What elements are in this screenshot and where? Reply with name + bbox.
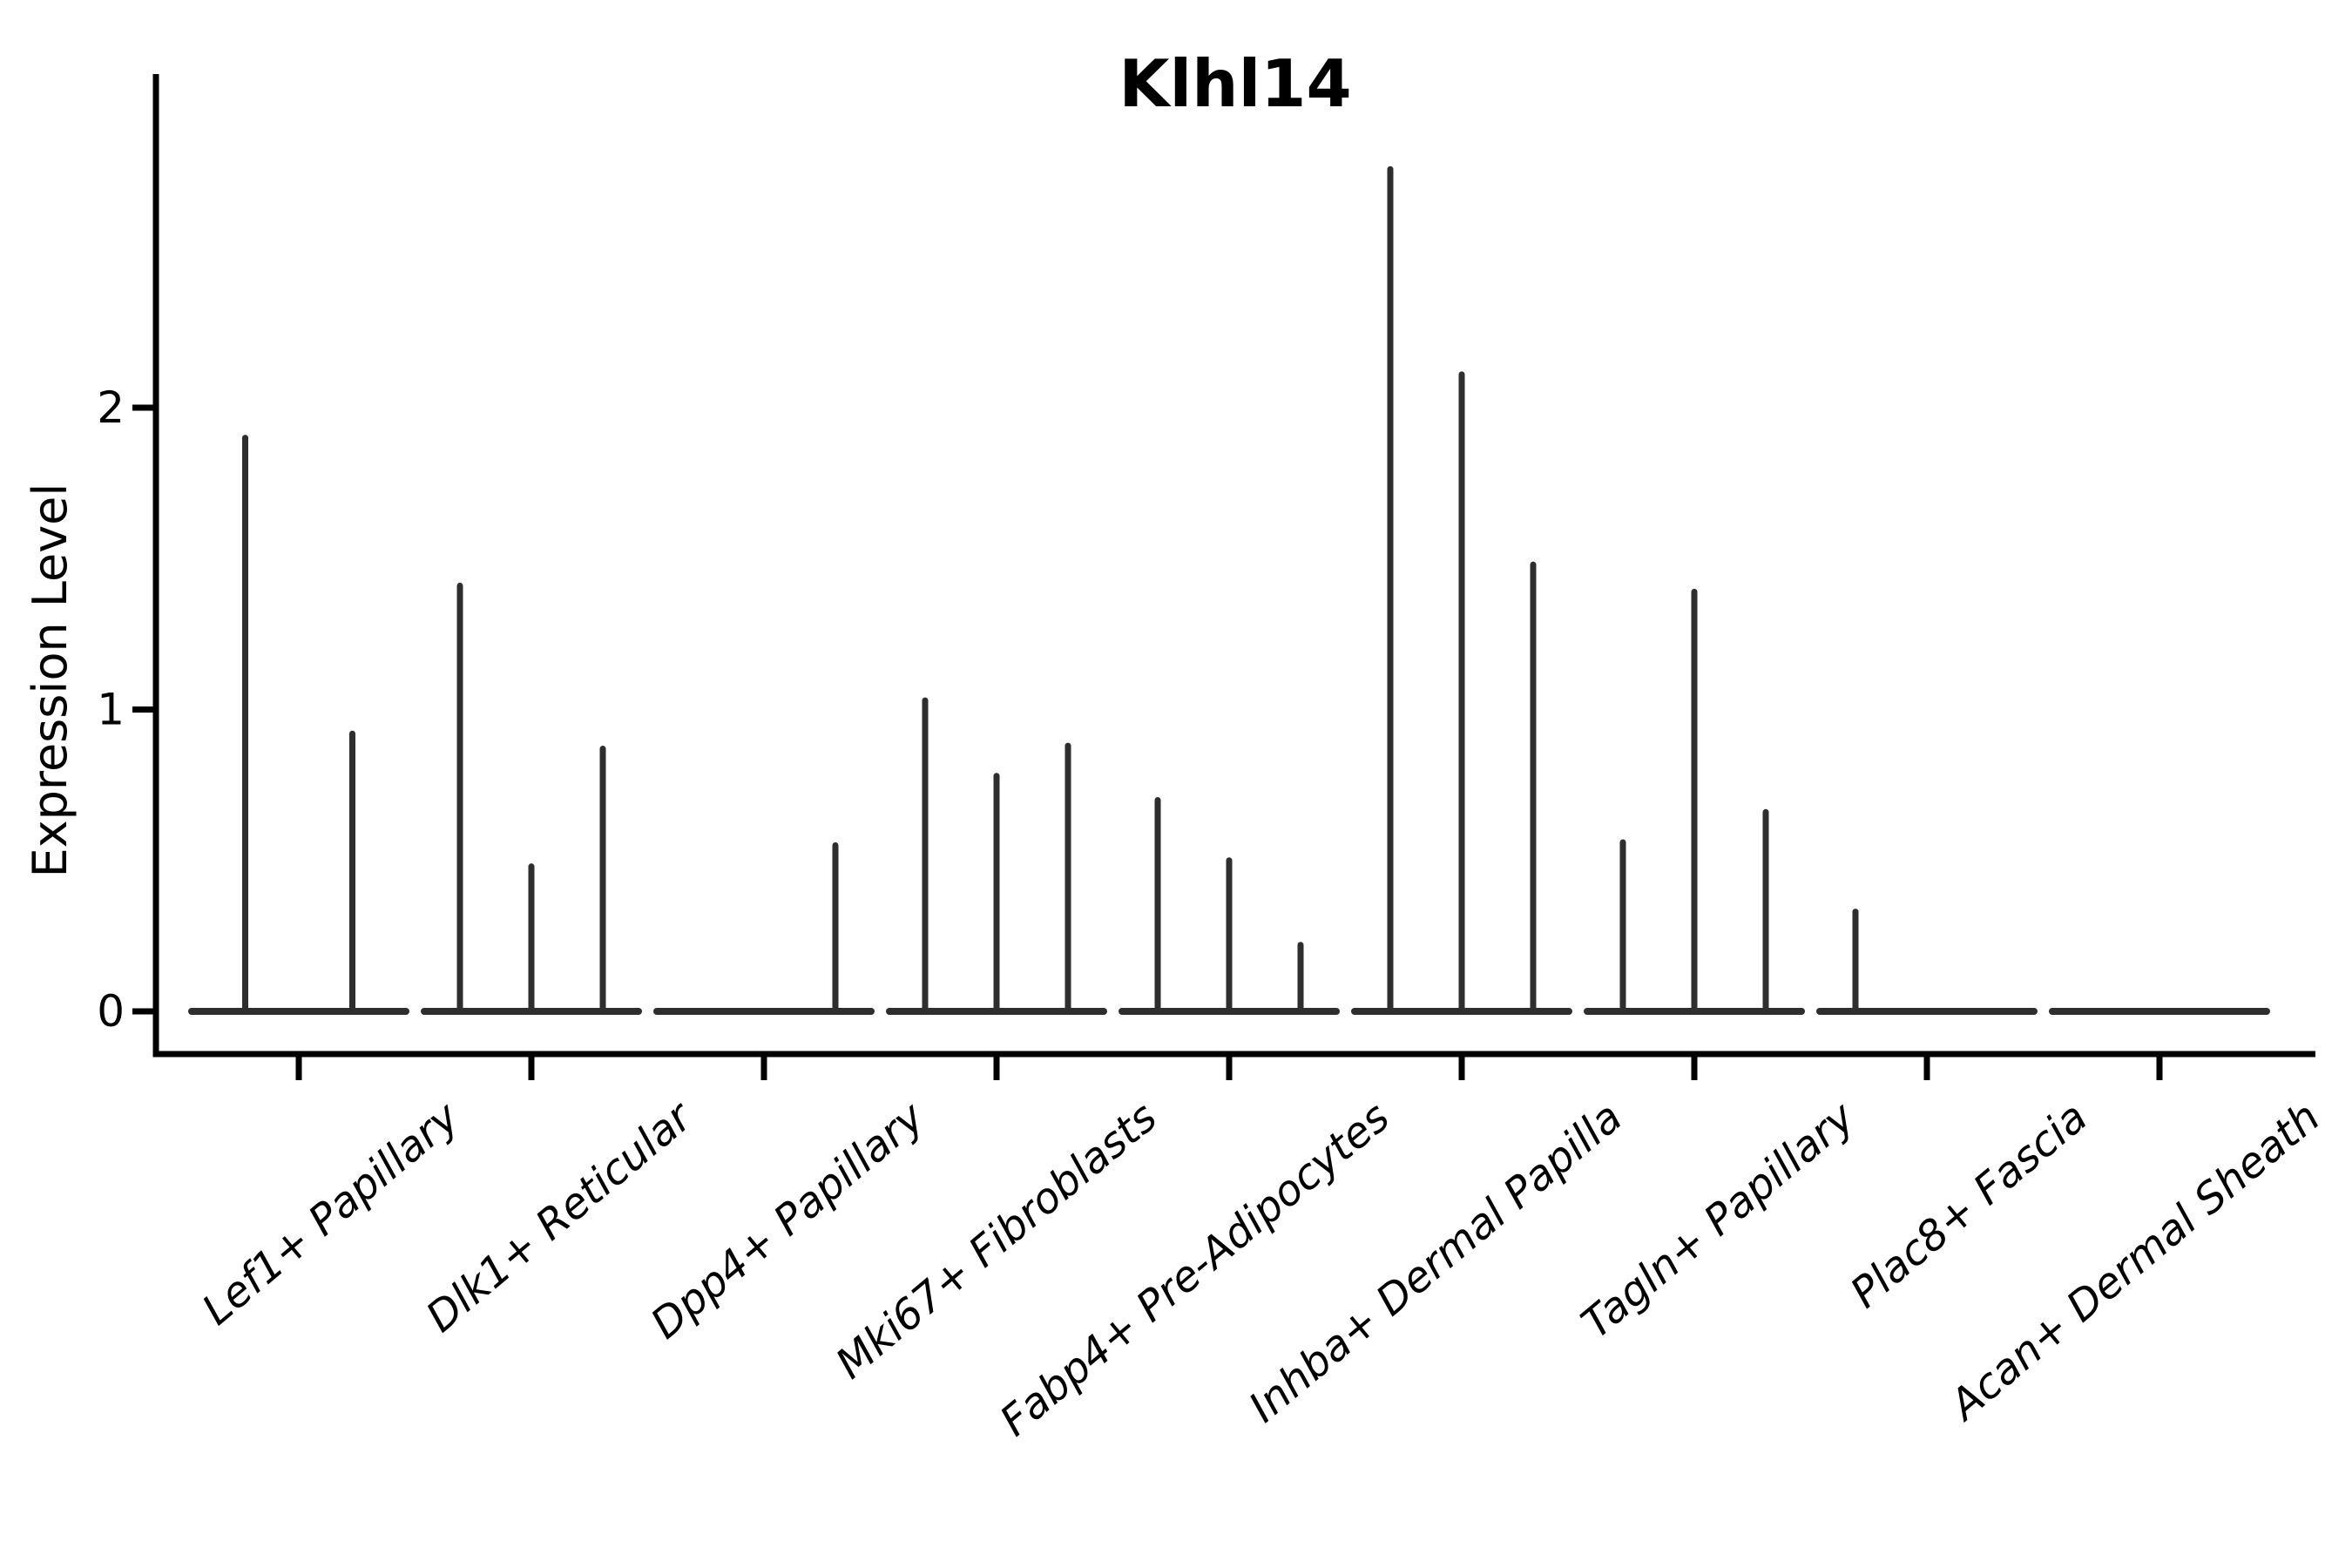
- category-label: Plac8+ Fascia: [1842, 1092, 2097, 1317]
- y-tick-label: 0: [97, 986, 125, 1037]
- y-tick-label: 1: [97, 685, 125, 735]
- category-label: Fabp4+ Pre-Adipocytes: [991, 1092, 1399, 1446]
- category-label: Acan+ Dermal Sheath: [1939, 1092, 2329, 1430]
- category-label: Inhba+ Dermal Papilla: [1240, 1092, 1631, 1432]
- y-tick-label: 2: [97, 382, 125, 433]
- page-title: Klhl14: [1119, 45, 1352, 122]
